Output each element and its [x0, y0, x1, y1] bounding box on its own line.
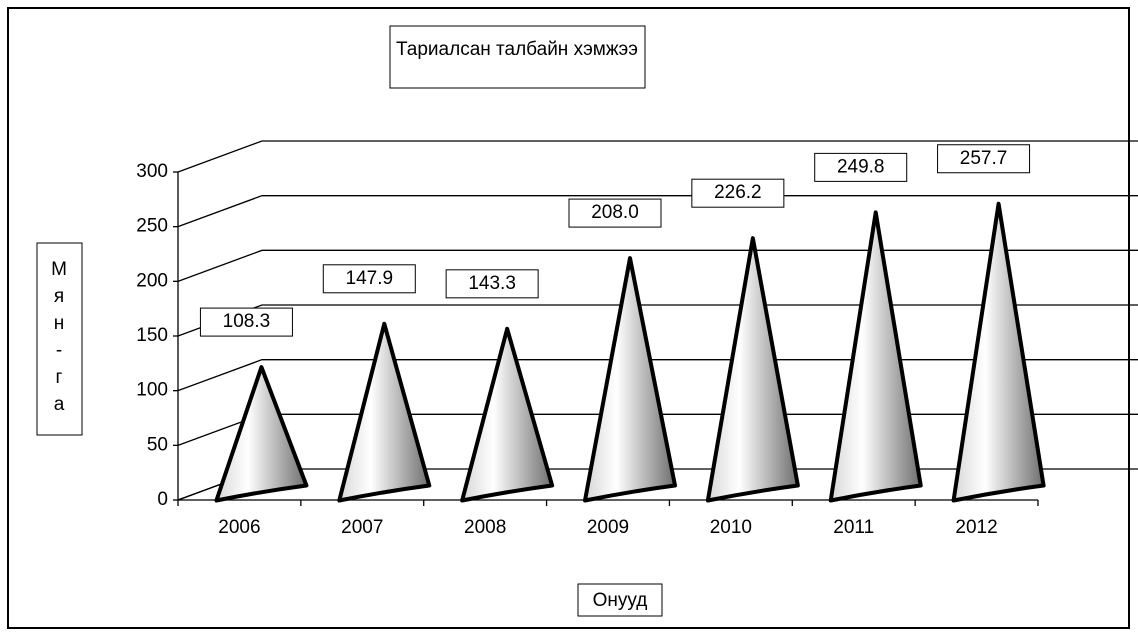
value-label: 249.8: [837, 156, 885, 177]
value-label-box: [814, 152, 908, 182]
x-tick-label: 2006: [218, 517, 260, 538]
grid-line: [177, 195, 1138, 228]
y-label-box: [36, 242, 83, 436]
value-label-box: [322, 264, 416, 294]
x-tick-label: 2009: [587, 517, 629, 538]
x-axis-label: Онууд: [593, 590, 648, 611]
value-label-box: [691, 178, 785, 208]
cone: [828, 210, 923, 503]
y-tick-label: 0: [157, 489, 168, 510]
y-tick-label: 300: [136, 161, 168, 182]
x-tick-label: 2011: [833, 517, 874, 538]
grid-line: [177, 249, 1138, 282]
value-label: 226.2: [714, 182, 762, 203]
value-label: 257.7: [960, 148, 1008, 169]
x-tick-label: 2012: [955, 517, 997, 538]
value-label: 143.3: [468, 273, 516, 294]
value-label: 208.0: [591, 202, 639, 223]
cone: [705, 236, 800, 503]
grid-line: [177, 140, 1138, 173]
grid-line: [177, 359, 1138, 392]
frame: [7, 7, 1130, 629]
y-tick-label: 250: [136, 216, 168, 237]
cone: [214, 365, 309, 503]
value-label-box: [568, 198, 662, 228]
x-tick-label: 2008: [464, 517, 506, 538]
cone: [583, 256, 677, 503]
y-tick-label: 50: [147, 434, 168, 455]
y-tick-label: 100: [136, 380, 168, 401]
cone: [951, 201, 1046, 503]
chart-title: Тариалсан талбайн хэмжээ: [396, 39, 638, 60]
title-box: [389, 25, 646, 89]
y-tick-label: 150: [136, 325, 168, 346]
value-label: 108.3: [223, 311, 271, 332]
cone: [337, 321, 432, 503]
value-label-box: [199, 307, 293, 337]
y-tick-label: 200: [136, 270, 168, 291]
value-label-box: [937, 144, 1031, 174]
x-label-box: [577, 583, 663, 617]
value-label-box: [445, 269, 539, 299]
x-tick-label: 2010: [710, 517, 752, 538]
value-label: 147.9: [346, 268, 394, 289]
cone: [460, 326, 555, 503]
x-tick-label: 2007: [341, 517, 383, 538]
